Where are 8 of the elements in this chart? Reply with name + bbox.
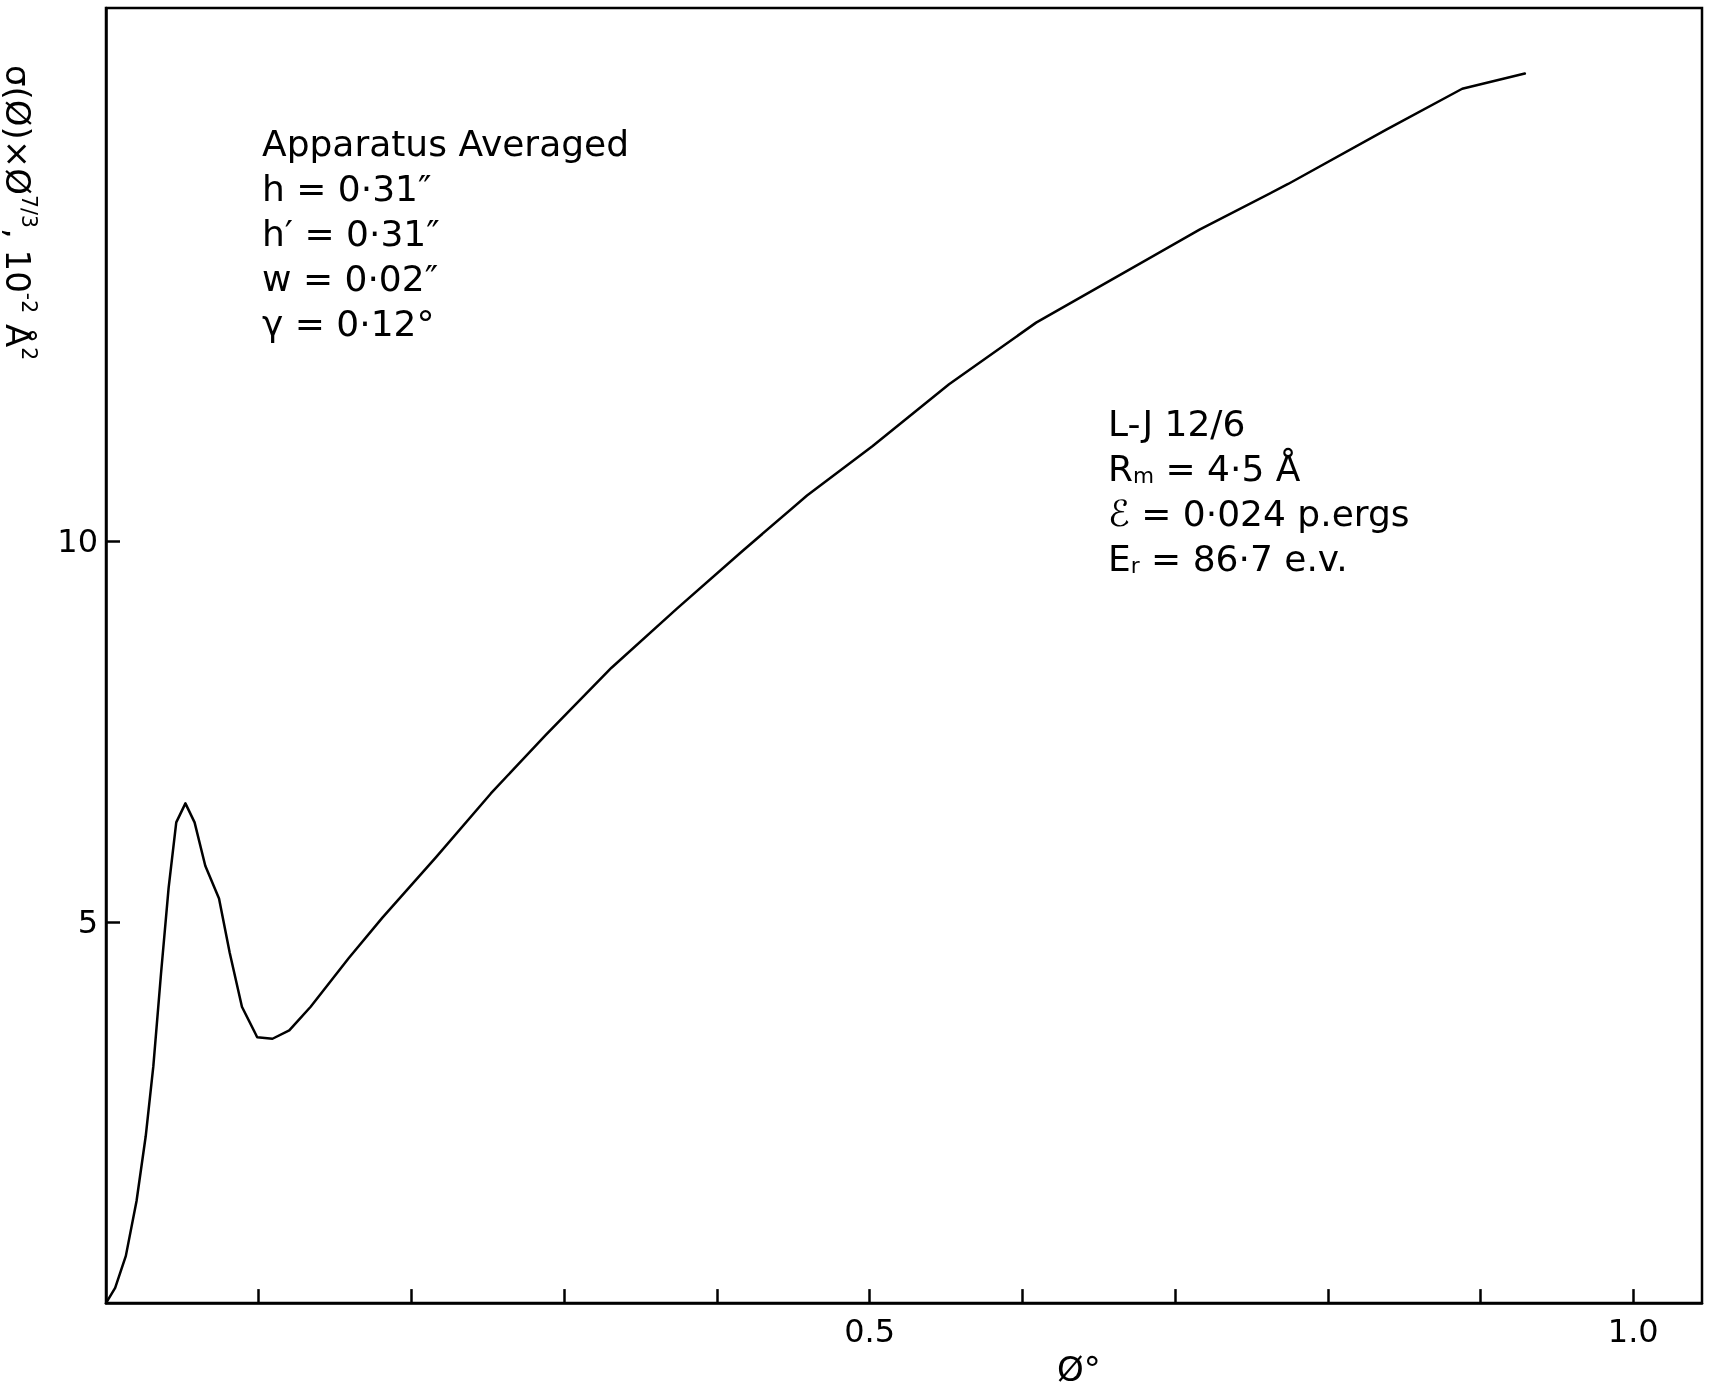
annotation: Apparatus Averaged h = 0·31″ h′ = 0·31″ w = 0·02″ γ = 0·12° [262, 122, 630, 344]
annotation: L-J 12/6 Rm = 4·5 Å ℰ = 0·024 p.ergs Er = 86·7 e.v. [1108, 402, 1410, 579]
y-tick-label: 10 [57, 522, 98, 561]
x-axis-title: Ø° [1057, 1349, 1101, 1389]
x-tick-label: 1.0 [1607, 1312, 1659, 1351]
y-tick-label: 5 [77, 903, 98, 942]
y-axis-title: σ(Ø)×Ø7/3, 10-2 Å2 [0, 65, 42, 361]
x-tick-label: 0.5 [844, 1312, 896, 1351]
